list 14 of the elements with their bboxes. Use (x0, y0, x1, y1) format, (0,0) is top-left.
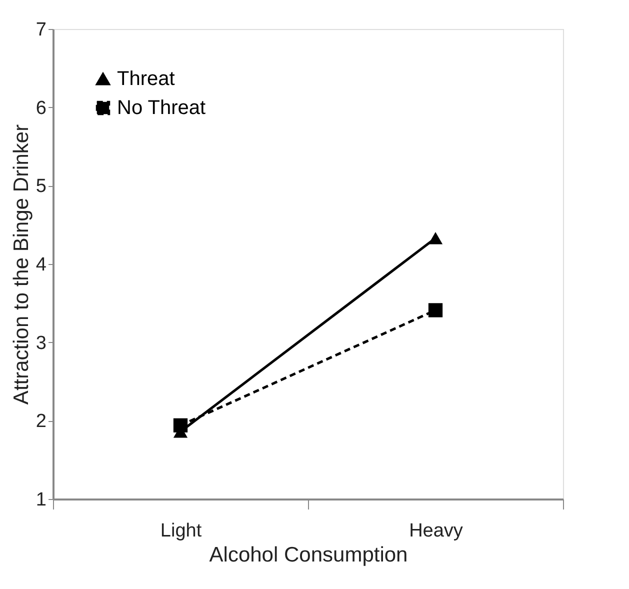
y-tick-label: 2 (36, 411, 46, 432)
y-tick-label: 1 (36, 490, 46, 510)
y-tick-label: 3 (36, 332, 46, 354)
x-axis-title: Alcohol Consumption (209, 544, 408, 566)
y-tick-label: 5 (36, 176, 46, 198)
y-axis-title: Attraction to the Binge Drinker (10, 124, 33, 405)
legend-label: No Threat (117, 97, 206, 119)
legend-label: Threat (117, 68, 176, 90)
y-tick-label: 7 (36, 20, 46, 40)
x-tick-label: Heavy (409, 520, 464, 542)
point (428, 303, 443, 318)
x-tick-label: Light (160, 520, 202, 542)
y-tick-label: 4 (36, 254, 47, 276)
y-tick-label: 6 (36, 98, 46, 119)
